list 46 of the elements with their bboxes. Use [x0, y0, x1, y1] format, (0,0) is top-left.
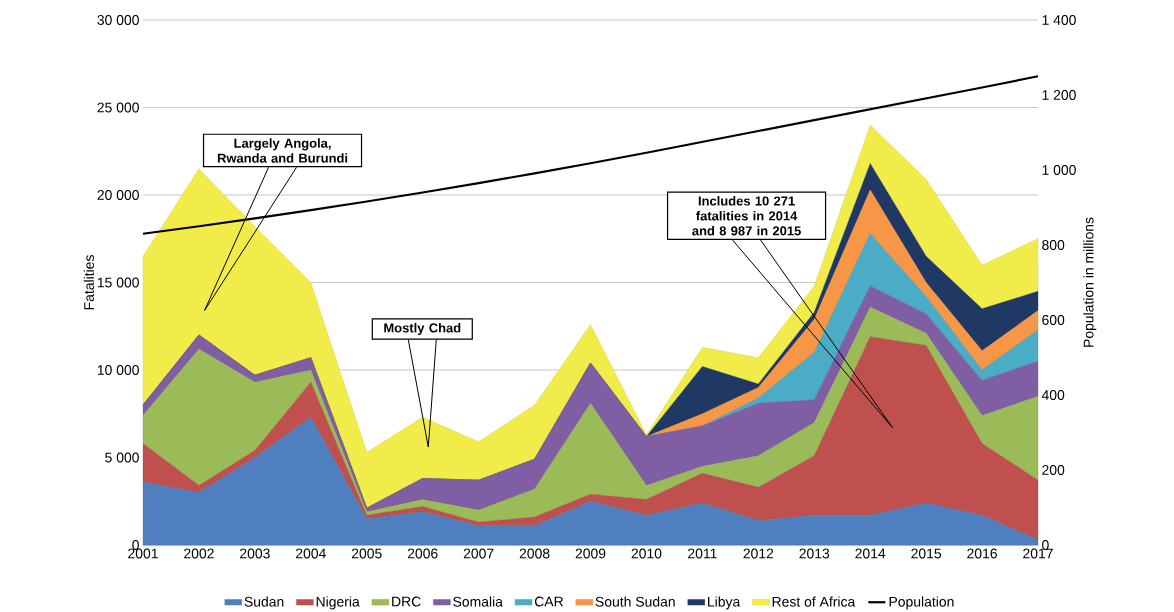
annotation: Largely Angola, Rwanda and Burundi [217, 138, 348, 163]
y2-axis-title: Population in millions [1083, 217, 1097, 347]
y2-tick-label: 1 000 [1042, 165, 1076, 175]
x-tick-label: 2015 [911, 548, 942, 559]
x-tick-label: 2007 [463, 548, 494, 559]
x-tick-label: 2001 [128, 548, 158, 559]
legend-label: CAR [534, 596, 564, 607]
x-tick-label: 2006 [407, 548, 438, 559]
x-tick-label: 2008 [519, 548, 550, 559]
legend-label: Somalia [453, 596, 503, 607]
y-tick-label: 5 000 [105, 452, 139, 463]
x-tick-label: 2017 [1023, 548, 1053, 559]
y-tick-label: 15 000 [97, 277, 139, 288]
annotation: Includes 10 271 fatalities in 2014 and 8 987 in 2015 [692, 196, 801, 236]
x-tick-label: 2012 [743, 548, 774, 559]
y2-tick-label: 1 400 [1042, 15, 1076, 25]
y2-tick-label: 800 [1042, 240, 1065, 250]
x-tick-label: 2013 [799, 548, 830, 559]
y2-tick-label: 600 [1042, 315, 1065, 325]
y-tick-label: 10 000 [97, 365, 139, 375]
x-tick-label: 2014 [855, 548, 886, 559]
y-axis-title: Fatalities [83, 255, 94, 310]
x-tick-label: 2010 [631, 548, 662, 559]
x-tick-label: 2002 [184, 548, 214, 559]
y-tick-label: 25 000 [97, 102, 139, 113]
y2-tick-label: 200 [1042, 465, 1065, 475]
legend-label: DRC [392, 596, 421, 607]
legend-label: Libya [708, 596, 741, 610]
x-tick-label: 2009 [575, 548, 606, 559]
x-tick-label: 2011 [688, 548, 717, 559]
annotation: Mostly Chad [384, 322, 461, 336]
x-tick-label: 2003 [240, 548, 270, 559]
legend-label: Sudan [244, 596, 284, 607]
legend-label: Nigeria [316, 596, 360, 610]
x-tick-label: 2016 [967, 548, 997, 559]
y2-tick-label: 0 [1042, 540, 1049, 550]
x-tick-label: 2004 [296, 548, 326, 559]
legend-label: Population [889, 596, 954, 610]
y-tick-label: 20 000 [97, 190, 139, 200]
legend-label: South Sudan [595, 596, 675, 607]
y2-tick-label: 1 200 [1042, 90, 1076, 100]
x-tick-label: 2005 [351, 548, 382, 559]
y2-tick-label: 400 [1041, 390, 1065, 400]
legend-label: Rest of Africa [772, 596, 856, 607]
y-tick-label: 30 000 [97, 15, 139, 25]
y-tick-label: 0 [132, 540, 139, 550]
